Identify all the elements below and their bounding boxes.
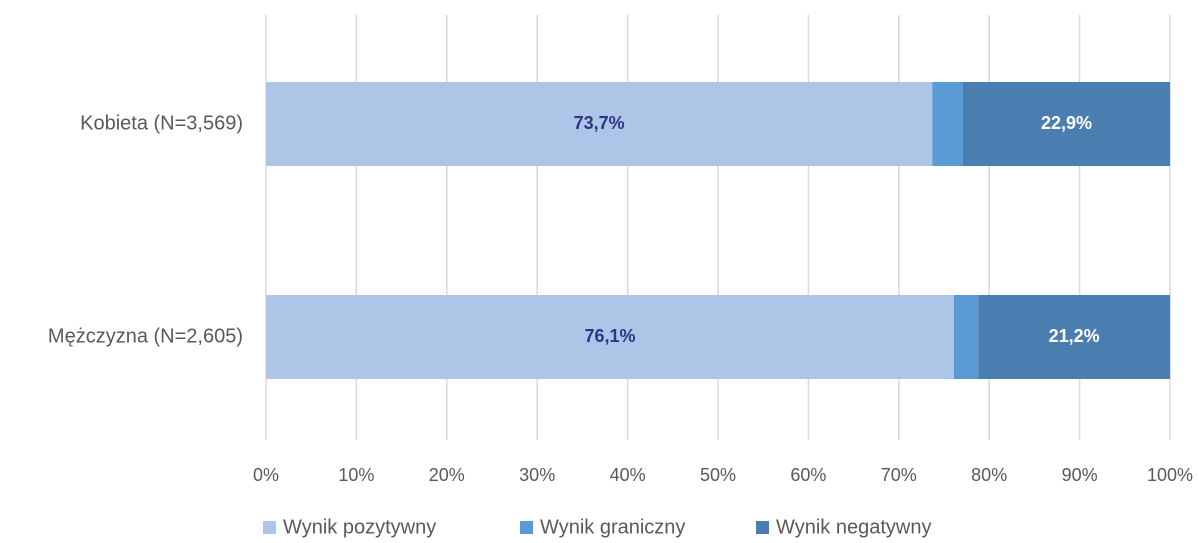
x-tick-label: 30% xyxy=(519,465,555,485)
bar-segment xyxy=(932,82,963,166)
x-tick-label: 40% xyxy=(610,465,646,485)
legend-swatch xyxy=(520,521,533,534)
bar-segment xyxy=(953,295,979,379)
x-tick-label: 90% xyxy=(1062,465,1098,485)
legend-swatch xyxy=(756,521,769,534)
legend-label: Wynik graniczny xyxy=(540,516,685,538)
bar-segment xyxy=(266,82,933,166)
legend-label: Wynik pozytywny xyxy=(283,516,436,538)
data-label: 21,2% xyxy=(1049,326,1100,346)
x-tick-label: 0% xyxy=(253,465,279,485)
x-tick-label: 80% xyxy=(971,465,1007,485)
legend-label: Wynik negatywny xyxy=(776,516,931,538)
x-tick-label: 60% xyxy=(790,465,826,485)
bar-segment xyxy=(266,295,954,379)
data-label: 73,7% xyxy=(574,113,625,133)
bar-segment xyxy=(978,295,1170,379)
x-tick-label: 10% xyxy=(338,465,374,485)
legend-swatch xyxy=(263,521,276,534)
x-tick-label: 50% xyxy=(700,465,736,485)
data-label: 76,1% xyxy=(584,326,635,346)
category-label: Mężczyzna (N=2,605) xyxy=(48,325,243,347)
category-label: Kobieta (N=3,569) xyxy=(80,112,243,134)
x-tick-label: 20% xyxy=(429,465,465,485)
x-tick-label: 70% xyxy=(881,465,917,485)
data-label: 22,9% xyxy=(1041,113,1092,133)
bar-segment xyxy=(962,82,1170,166)
x-tick-label: 100% xyxy=(1147,465,1193,485)
